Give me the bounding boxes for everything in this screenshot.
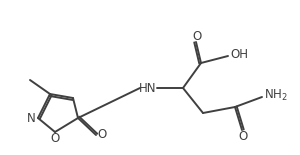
Text: HN: HN xyxy=(139,82,157,95)
Text: O: O xyxy=(50,131,60,144)
Text: O: O xyxy=(192,31,202,44)
Text: O: O xyxy=(238,129,247,142)
Text: OH: OH xyxy=(230,47,248,60)
Text: N: N xyxy=(27,111,35,124)
Text: NH$_2$: NH$_2$ xyxy=(264,87,288,103)
Text: O: O xyxy=(98,128,106,142)
